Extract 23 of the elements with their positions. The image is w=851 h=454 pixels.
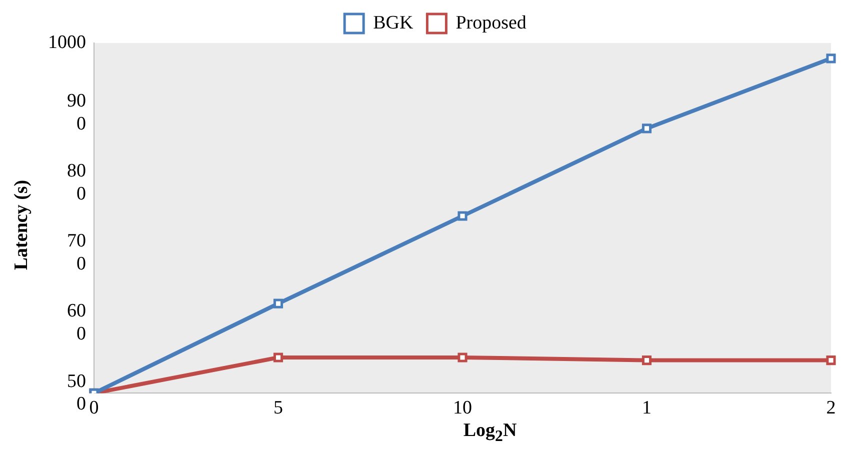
x-tick-label: 10: [453, 398, 472, 419]
x-axis-title: Log$_{2}$N: [462, 420, 518, 446]
y-tick-label: 800: [67, 160, 86, 204]
y-tick-label: 900: [67, 90, 86, 134]
point: [458, 352, 468, 362]
point: [826, 54, 836, 64]
x-tick-label: 2: [826, 398, 836, 419]
legend-label: BGK: [373, 12, 414, 34]
y-tick-label: 1000: [48, 32, 86, 53]
x-tick-label: 1: [642, 398, 652, 419]
point: [826, 355, 836, 366]
x-tick-label: 5: [274, 398, 283, 419]
y-axis-title: Latency (s): [11, 180, 33, 270]
point: [273, 298, 284, 308]
legend-label: Proposed: [456, 12, 527, 34]
point: [642, 124, 652, 134]
point: [458, 211, 468, 221]
point: [642, 355, 652, 366]
y-tick-label: 700: [67, 230, 86, 275]
x-tick-label: 0: [89, 398, 99, 419]
point: [273, 352, 284, 362]
y-tick-label: 600: [67, 300, 86, 345]
y-tick-label: 500: [67, 370, 86, 415]
